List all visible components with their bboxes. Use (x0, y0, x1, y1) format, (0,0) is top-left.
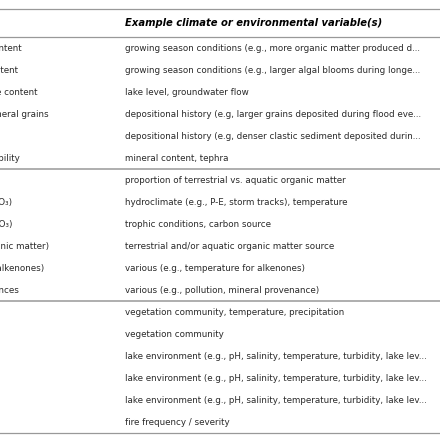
Text: various (e.g., pollution, mineral provenance): various (e.g., pollution, mineral proven… (125, 286, 319, 295)
Text: vegetation community, temperature, precipitation: vegetation community, temperature, preci… (125, 308, 344, 317)
Text: various (e.g., temperature for alkenones): various (e.g., temperature for alkenones… (125, 264, 304, 273)
Text: δ13C (e.g., of CaCO₃): δ13C (e.g., of CaCO₃) (0, 198, 12, 207)
Text: Biogenic silica content: Biogenic silica content (0, 66, 18, 75)
Text: lake level, groundwater flow: lake level, groundwater flow (125, 88, 249, 97)
Text: hydroclimate (e.g., P-E, storm tracks), temperature: hydroclimate (e.g., P-E, storm tracks), … (125, 198, 347, 207)
Text: vegetation community: vegetation community (125, 330, 224, 339)
Text: depositional history (e.g, denser clastic sediment deposited durin...: depositional history (e.g, denser clasti… (125, 132, 420, 141)
Text: lake environment (e.g., pH, salinity, temperature, turbidity, lake lev...: lake environment (e.g., pH, salinity, te… (125, 352, 426, 361)
Text: terrestrial and/or aquatic organic matter source: terrestrial and/or aquatic organic matte… (125, 242, 334, 251)
Text: trophic conditions, carbon source: trophic conditions, carbon source (125, 220, 271, 229)
Text: Organic matter content: Organic matter content (0, 44, 22, 53)
Text: lake environment (e.g., pH, salinity, temperature, turbidity, lake lev...: lake environment (e.g., pH, salinity, te… (125, 374, 426, 383)
Text: Calcium carbonate content: Calcium carbonate content (0, 88, 38, 97)
Text: Particle size of mineral grains: Particle size of mineral grains (0, 110, 49, 119)
Text: δ13C (e.g., of organic matter): δ13C (e.g., of organic matter) (0, 242, 49, 251)
Text: mineral content, tephra: mineral content, tephra (125, 154, 228, 163)
Text: growing season conditions (e.g., larger algal blooms during longe...: growing season conditions (e.g., larger … (125, 66, 420, 75)
Text: Biomarkers (e.g., alkenones): Biomarkers (e.g., alkenones) (0, 264, 44, 273)
Text: Elemental abundances: Elemental abundances (0, 286, 19, 295)
Text: growing season conditions (e.g., more organic matter produced d...: growing season conditions (e.g., more or… (125, 44, 420, 53)
Text: lake environment (e.g., pH, salinity, temperature, turbidity, lake lev...: lake environment (e.g., pH, salinity, te… (125, 396, 426, 405)
Text: proportion of terrestrial vs. aquatic organic matter: proportion of terrestrial vs. aquatic or… (125, 176, 345, 185)
Text: fire frequency / severity: fire frequency / severity (125, 418, 229, 427)
Text: δ15N (e.g., of CaCO₃): δ15N (e.g., of CaCO₃) (0, 220, 13, 229)
Text: Magnetic susceptibility: Magnetic susceptibility (0, 154, 20, 163)
Text: depositional history (e.g, larger grains deposited during flood eve...: depositional history (e.g, larger grains… (125, 110, 421, 119)
Text: Example climate or environmental variable(s): Example climate or environmental variabl… (125, 18, 382, 28)
